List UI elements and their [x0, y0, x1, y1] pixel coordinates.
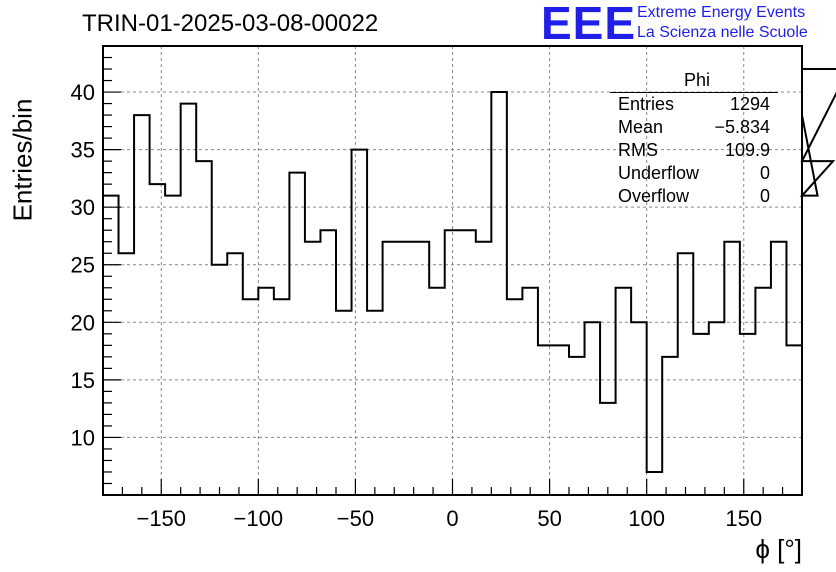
x-tick-label: 100 — [628, 506, 665, 531]
eee-logo: EEE — [541, 0, 637, 49]
stats-label: Underflow — [618, 163, 700, 183]
stats-value: 0 — [759, 186, 770, 206]
axis-ticks — [102, 45, 803, 495]
chart-title: TRIN-01-2025-03-08-00022 — [82, 10, 379, 37]
stats-row-underflow: Underflow 0 — [610, 162, 778, 185]
y-tick-label: 15 — [71, 368, 95, 393]
x-tick-label: −50 — [337, 506, 374, 531]
stats-row-mean: Mean −5.834 — [610, 116, 778, 139]
logo-line-2: La Scienza nelle Scuole — [637, 24, 808, 41]
y-tick-label: 10 — [71, 425, 95, 450]
stats-box: Phi Entries 1294 Mean −5.834 RMS 109.9 U… — [610, 70, 778, 208]
stats-title: Phi — [683, 70, 710, 90]
y-tick-label: 20 — [71, 310, 95, 335]
y-axis-label-wrap: Entries/bin — [7, 98, 38, 222]
grid-lines — [103, 46, 802, 495]
tick-labels: −150 −100 −50 0 50 100 150 10 15 20 25 30 35 40 — [71, 80, 763, 531]
histogram-step-line — [103, 68, 836, 473]
stats-label: Overflow — [618, 186, 690, 206]
y-tick-label: 30 — [71, 195, 95, 220]
x-axis-label: ϕ [°] — [755, 534, 802, 564]
stats-row-overflow: Overflow 0 — [610, 185, 778, 208]
y-axis-label: Entries/bin — [7, 98, 38, 222]
stats-label: Entries — [618, 94, 675, 114]
stats-row-entries: Entries 1294 — [610, 93, 778, 116]
x-tick-label: −150 — [136, 506, 186, 531]
logo-line-1: Extreme Energy Events — [637, 4, 806, 21]
stats-label: Mean — [618, 117, 664, 137]
y-tick-label: 35 — [71, 138, 95, 163]
stats-row-rms: RMS 109.9 — [610, 139, 778, 162]
stats-value: 0 — [759, 163, 770, 183]
y-tick-label: 25 — [71, 253, 95, 278]
stats-value: 109.9 — [724, 140, 770, 160]
x-tick-label: 150 — [725, 506, 762, 531]
stats-value: −5.834 — [714, 117, 770, 137]
stats-value: 1294 — [729, 94, 770, 114]
stats-label: RMS — [618, 140, 658, 160]
y-tick-label: 40 — [71, 80, 95, 105]
x-tick-label: 0 — [446, 506, 458, 531]
x-tick-label: −100 — [234, 506, 284, 531]
x-tick-label: 50 — [537, 506, 561, 531]
stats-divider — [610, 92, 778, 93]
